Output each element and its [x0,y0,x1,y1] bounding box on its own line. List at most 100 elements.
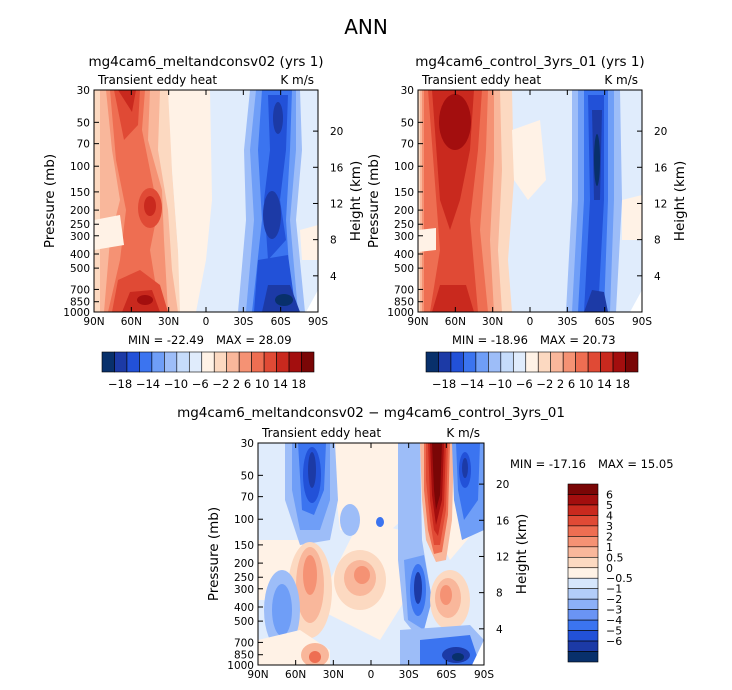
colorbar-swatch [567,483,599,495]
y-tick-label: 850 [70,297,90,309]
y-tick-label: 1000 [227,660,254,672]
colorbar-swatch [301,351,315,373]
colorbar-level-label: −6 [606,635,622,648]
colorbar-level-label: 1 [606,541,613,554]
y-tick-label: 850 [234,650,254,662]
colorbar-swatch [567,577,599,590]
height-axis-title: Height (km) [514,514,530,594]
colorbar-swatch [488,351,502,373]
colorbar-swatch [226,351,240,373]
y-tick-label: 100 [234,514,254,526]
y-tick-label: 1000 [387,307,414,319]
colorbar-swatch [463,351,477,373]
y-tick-label: 500 [234,616,254,628]
colorbar-swatch [625,351,639,373]
colorbar-level-label: 4 [606,509,613,522]
panel2-max-label: MAX = 20.73 [540,333,616,347]
colorbar-swatch [567,630,599,642]
colorbar-swatch [550,351,564,373]
panel3-right-label: K m/s [446,426,480,440]
x-tick-label: 60S [436,669,456,681]
colorbar-swatch [151,351,165,373]
colorbar-swatch [567,504,599,516]
colorbar-swatch [114,351,128,373]
panel1-axes: 90N 60N 30N 0 30S 60S 90S 30 50 70 100 150 200 250300… [42,85,364,328]
colorbar-swatch [475,351,489,373]
panel1-colorbar [101,351,315,373]
colorbar-swatch [567,609,599,621]
panel1-min-label: MIN = -22.49 [128,333,204,347]
colorbar-swatch [587,351,601,373]
colorbar-swatch [438,351,452,373]
y-axis-title: Pressure (mb) [42,154,58,248]
height-tick-label: 4 [654,271,661,283]
panel1-colorbar-labels: −18 −14 −10 −6 −2 2 6 10 14 18 [108,377,306,391]
height-tick-label: 16 [496,515,510,527]
colorbar-swatch [600,351,614,373]
height-tick-label: 4 [330,271,337,283]
y-tick-label: 300 [70,231,90,243]
y-tick-label: 100 [394,161,414,173]
y-tick-label: 50 [401,117,414,129]
y-tick-label: 300 [234,584,254,596]
y-tick-label: 250 [394,219,414,231]
panel1-max-label: MAX = 28.09 [216,333,292,347]
panel3-plot-field [258,443,484,665]
x-tick-label: 60N [285,669,306,681]
height-tick-label: 12 [496,551,509,563]
panel3-min-label: MIN = -17.16 [510,457,586,471]
colorbar-swatch [567,546,599,558]
height-tick-label: 12 [654,198,667,210]
x-tick-label: 30N [482,316,503,328]
y-tick-label: 850 [394,297,414,309]
colorbar-swatch [612,351,626,373]
colorbar-swatch [567,567,599,579]
y-tick-label: 150 [70,187,90,199]
panel1-right-label: K m/s [280,73,314,87]
colorbar-swatch [575,351,589,373]
panel3-max-label: MAX = 15.05 [598,457,674,471]
y-tick-label: 300 [394,231,414,243]
y-tick-label: 500 [394,263,414,275]
panel3-title: mg4cam6_meltandconsv02 − mg4cam6_control… [177,405,565,421]
x-tick-label: 30N [323,669,344,681]
y-tick-label: 400 [394,249,414,261]
colorbar-swatch [276,351,290,373]
colorbar-swatch [288,351,302,373]
y-tick-label: 250 [234,572,254,584]
colorbar-level-label: 6 [606,488,613,501]
colorbar-swatch [567,556,599,569]
colorbar-swatch [567,598,599,610]
height-tick-label: 8 [330,235,337,247]
y-tick-label: 200 [394,205,414,217]
y-tick-label: 70 [77,139,90,151]
y-tick-label: 30 [77,85,90,97]
colorbar-swatch [176,351,190,373]
x-tick-label: 90N [83,316,104,328]
panel1-title: mg4cam6_meltandconsv02 (yrs 1) [88,54,323,70]
panel2-left-label: Transient eddy heat [421,73,541,87]
colorbar-level-label: −3 [606,604,622,617]
panel3-axes: 90N 60N 30N 0 30S 60S 90S 30 50 70 100 150 200 250300… [206,438,530,681]
y-tick-label: 700 [234,637,254,649]
y-tick-label: 50 [77,117,90,129]
colorbar-swatch [213,351,228,373]
x-tick-label: 0 [368,669,375,681]
height-tick-label: 16 [654,162,668,174]
colorbar-swatch [500,351,514,373]
y-tick-label: 70 [241,492,254,504]
y-tick-label: 150 [394,187,414,199]
panel1-left-label: Transient eddy heat [97,73,217,87]
y-tick-label: 100 [70,161,90,173]
height-tick-label: 12 [330,198,343,210]
y-tick-label: 50 [241,470,254,482]
height-tick-label: 16 [330,162,344,174]
colorbar-swatch [201,351,215,373]
y-tick-label: 400 [70,249,90,261]
colorbar-swatch [139,351,153,373]
panel-meltandconsv: mg4cam6_meltandconsv02 (yrs 1) Transient… [88,54,324,313]
panel2-colorbar [425,351,639,373]
colorbar-level-label: −2 [606,593,622,606]
